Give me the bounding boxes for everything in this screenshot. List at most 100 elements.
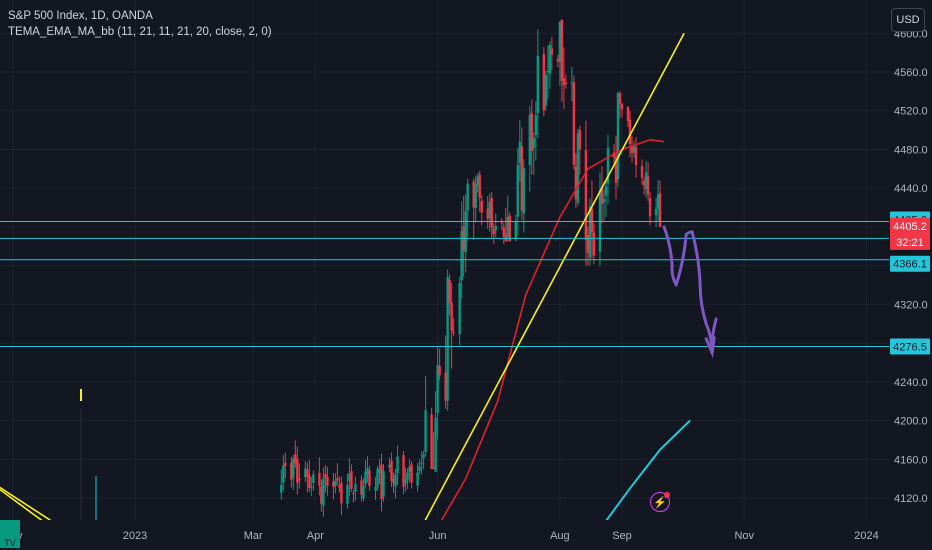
chart-legend: S&P 500 Index, 1D, OANDA TEMA_EMA_MA_bb … (8, 8, 272, 40)
candle-body (474, 184, 477, 209)
candle-body (324, 474, 327, 478)
candle-body (434, 417, 437, 472)
candle-body (646, 176, 650, 195)
candle-body (592, 232, 596, 256)
time-axis: Nov2023MarAprJunAugSepNov2024 (3, 530, 879, 542)
freehand-drawing (662, 225, 718, 359)
time-tick-label: Aug (550, 530, 570, 542)
candle-body (322, 478, 325, 506)
lightning-icon[interactable]: ⚡ (650, 492, 670, 512)
candle-body (338, 484, 341, 488)
candle-body (332, 481, 335, 487)
candle-body (492, 228, 495, 235)
time-tick-label: Mar (244, 530, 263, 542)
candle-body (452, 331, 455, 334)
candle-body (534, 115, 538, 135)
price-tick-label: 4120.0 (894, 493, 928, 505)
candle-body (654, 208, 658, 216)
candle-body (296, 458, 299, 483)
price-tick-label: 4520.0 (894, 106, 928, 118)
candle-body (436, 364, 439, 413)
price-tick-label: 4240.0 (894, 377, 928, 389)
candle-body (292, 458, 295, 478)
candle-body (418, 466, 421, 471)
candle-body (570, 82, 574, 84)
candle-body (280, 484, 283, 493)
level-badge: 4276.5 (893, 341, 927, 353)
countdown-badge-bg (890, 233, 930, 250)
candle-body (362, 485, 365, 499)
candle-body (642, 181, 646, 186)
currency-button[interactable]: USD (891, 8, 925, 32)
candle-body (588, 206, 592, 258)
candle-body (392, 478, 395, 484)
candle-body (656, 194, 660, 209)
candle-body (522, 168, 525, 214)
candle-body (460, 230, 463, 281)
candle-body (466, 183, 469, 211)
symbol-title[interactable]: S&P 500 Index, 1D, OANDA (8, 10, 153, 22)
candle-body (446, 276, 449, 401)
candle-body (366, 468, 369, 475)
candle-body (380, 464, 383, 500)
trendline (0, 488, 52, 528)
candle-body (486, 208, 489, 219)
candle-body (298, 478, 301, 481)
candle-body (376, 469, 379, 488)
candle-body (644, 172, 648, 190)
candle-body (402, 455, 405, 487)
candle-body (490, 198, 493, 228)
candle-body (390, 460, 393, 481)
tradingview-logo-icon[interactable]: TV (0, 520, 20, 548)
candle-body (422, 454, 425, 459)
candle-body (600, 187, 604, 204)
candle-body (584, 150, 588, 240)
candle-body (612, 152, 616, 158)
price-tick-label: 4560.0 (894, 67, 928, 79)
candle-body (290, 462, 293, 480)
candle-body (586, 235, 590, 253)
candle-body (310, 486, 313, 488)
candle-body (404, 479, 407, 484)
candle-body (528, 115, 532, 166)
candle-body (516, 165, 519, 217)
indicator-title[interactable]: TEMA_EMA_MA_bb (11, 21, 11, 21, 20, clos… (8, 26, 272, 38)
ma-curve (597, 419, 691, 533)
candle-body (352, 493, 355, 495)
price-tick-label: 4320.0 (894, 299, 928, 311)
candle-body (294, 454, 297, 463)
candle-body (478, 174, 481, 198)
candle-body (350, 470, 353, 489)
candle-body (602, 198, 606, 203)
time-tick-label: 2023 (123, 530, 147, 542)
candle-body (618, 93, 622, 104)
candle-body (542, 53, 546, 111)
candle-body (340, 482, 343, 504)
candle-body (536, 56, 540, 113)
candle-body (444, 372, 447, 401)
candle-body (614, 156, 618, 183)
candle-body (630, 145, 634, 154)
level-badge-bg (890, 338, 930, 355)
last-price-badge: 4405.2 (893, 221, 927, 233)
time-tick-label: Nov (734, 530, 754, 542)
time-axis-bg (0, 520, 889, 550)
candle-body (282, 465, 285, 483)
candle-body (532, 138, 536, 149)
candle-body (394, 474, 397, 487)
candle-body (312, 474, 315, 483)
candle-body (530, 113, 534, 151)
candle-body (616, 92, 620, 180)
candle-body (550, 48, 554, 55)
candle-body (500, 222, 503, 224)
candle-body (318, 472, 321, 486)
candle-body (408, 466, 411, 472)
candle-body (406, 472, 409, 480)
candle-body (544, 75, 548, 106)
candle-body (438, 365, 441, 376)
logo-text: TV (4, 538, 16, 548)
candle-body (640, 166, 644, 178)
candle-body (364, 471, 367, 485)
